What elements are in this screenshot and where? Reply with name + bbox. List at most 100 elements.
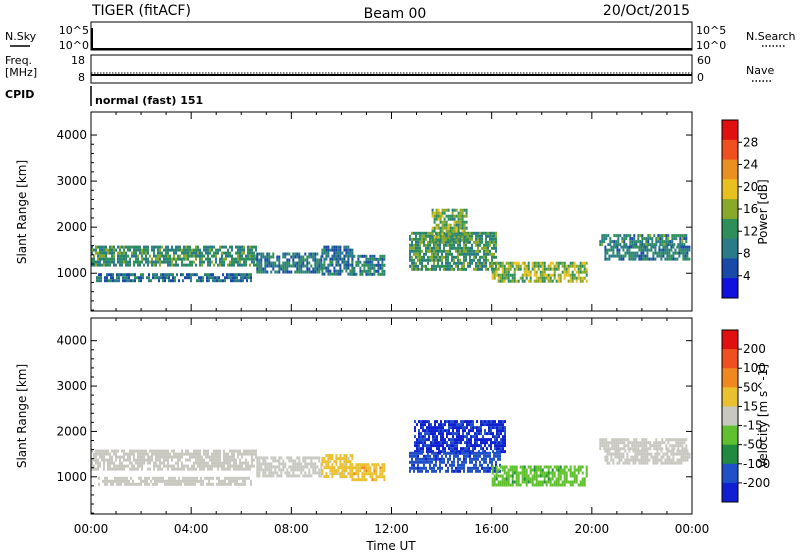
velocity-cell [145,458,147,462]
power-cell [433,226,436,230]
velocity-cell [191,467,193,471]
velocity-cell [95,461,97,465]
velocity-cell [276,465,279,469]
power-cell [239,254,241,258]
velocity-cell [173,452,175,456]
power-cell [175,257,177,261]
cpid-label: CPID [5,88,34,101]
power-cell [463,223,466,227]
power-cell [244,273,246,277]
velocity-cell [494,426,496,430]
velocity-cell [472,429,474,433]
power-cell [604,254,607,258]
power-cell [296,255,299,259]
power-cell [441,237,443,241]
power-cell [219,248,221,252]
velocity-cell [634,449,637,453]
power-cell [286,267,289,271]
power-cell [151,248,153,252]
velocity-cell [507,468,510,472]
power-cell [162,276,164,280]
power-cell [483,252,485,256]
velocity-cell [365,469,368,473]
power-cell [185,251,187,255]
velocity-cell [489,460,491,464]
power-cell [161,260,163,264]
power-cell [247,248,249,252]
power-cell [565,273,568,277]
velocity-ytick-label: 2000 [56,424,87,438]
velocity-cell [365,472,368,476]
power-cell [213,263,215,267]
velocity-cell [187,449,189,453]
power-cell [377,272,380,276]
power-cell [256,267,259,271]
velocity-cell [331,472,334,476]
power-cell [519,264,522,268]
power-cell [107,248,109,252]
power-cell [545,267,548,271]
power-cell [419,231,421,235]
power-cell [621,240,624,244]
velocity-cell [507,483,510,487]
power-cell [337,272,340,276]
power-cell [216,276,218,280]
power-cell [491,240,493,244]
power-cell [229,254,231,258]
velocity-cell [312,456,315,460]
velocity-cell [149,458,151,462]
power-cell [235,257,237,261]
power-cell [640,245,643,249]
velocity-cell [244,479,246,483]
velocity-cell [632,455,635,459]
power-cell [165,260,167,264]
power-cell [561,264,564,268]
velocity-cell [644,458,647,462]
velocity-cell [541,480,544,484]
velocity-cell [310,474,313,478]
velocity-cell [201,461,203,465]
power-cell [140,273,142,277]
velocity-cell [112,482,114,486]
velocity-cell [462,426,464,430]
power-cell [616,251,619,255]
velocity-cell [668,458,671,462]
velocity-cell [464,441,466,445]
power-cell [337,254,340,258]
power-cell [457,246,459,250]
velocity-region-4 [351,463,386,482]
power-cell [335,245,338,249]
power-cell [199,248,201,252]
velocity-cell [375,472,378,476]
power-cell [189,263,191,267]
velocity-cell [674,461,677,465]
velocity-cell [181,455,183,459]
power-cell [495,234,497,238]
velocity-cell [449,454,451,458]
velocity-cell [515,474,518,478]
velocity-cell [215,458,217,462]
power-cell [294,261,297,265]
power-cell [123,251,125,255]
velocity-cell [151,449,153,453]
velocity-cell [485,454,487,458]
power-cell [365,263,368,267]
velocity-cell [440,429,442,433]
velocity-cell [321,472,324,476]
velocity-cell [215,461,217,465]
velocity-colorbar-segment [722,482,738,503]
velocity-cell [579,468,582,472]
velocity-cell [185,464,187,468]
power-cell [197,245,199,249]
velocity-cell [262,474,265,478]
velocity-cell [302,456,305,460]
power-cell [248,276,250,280]
power-cell [292,264,295,268]
power-cell [415,246,417,250]
power-cell [439,226,442,230]
power-cell [483,246,485,250]
velocity-cell [485,469,487,473]
power-cell [134,276,136,280]
velocity-cell [490,420,492,424]
velocity-cell [627,441,630,445]
